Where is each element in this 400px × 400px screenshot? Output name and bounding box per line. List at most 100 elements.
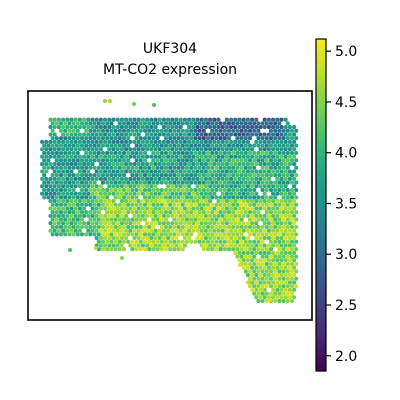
spot: [214, 187, 219, 193]
spot: [69, 176, 74, 181]
spot: [241, 176, 246, 181]
spot: [151, 247, 156, 252]
spot: [239, 232, 244, 237]
spot: [94, 117, 99, 122]
spot: [161, 132, 166, 137]
spot: [138, 158, 143, 163]
spot: [220, 221, 225, 226]
spot: [153, 221, 158, 226]
spot: [103, 139, 108, 144]
spot: [252, 187, 257, 193]
spot: [275, 258, 280, 263]
spot: [172, 128, 177, 133]
spot: [264, 276, 269, 281]
spot: [245, 221, 250, 226]
spot: [212, 191, 217, 196]
spot: [294, 269, 299, 274]
spot: [149, 147, 154, 152]
spot: [145, 199, 150, 204]
spot: [50, 128, 55, 133]
spot: [271, 243, 276, 248]
spot: [292, 154, 297, 159]
spot: [155, 136, 160, 141]
spot: [226, 173, 232, 178]
spot: [161, 199, 166, 204]
spot: [58, 173, 64, 178]
spot: [149, 176, 154, 181]
spot: [163, 136, 169, 141]
spot: [115, 191, 120, 196]
spot: [233, 221, 238, 226]
spot: [176, 128, 181, 133]
spot: [283, 243, 288, 248]
spot: [247, 224, 253, 230]
spot: [287, 228, 292, 233]
spot: [98, 169, 103, 174]
spot: [126, 202, 131, 207]
spot: [67, 173, 72, 178]
spot: [77, 162, 82, 167]
spot: [289, 202, 295, 207]
spot: [121, 195, 127, 200]
spot: [254, 250, 259, 255]
spot: [285, 239, 290, 244]
spot: [224, 117, 229, 122]
spot: [189, 202, 194, 207]
spot: [237, 125, 242, 130]
spot: [132, 228, 137, 233]
spot: [178, 162, 183, 167]
spot: [142, 217, 148, 222]
spot: [271, 125, 276, 130]
spot: [67, 165, 72, 170]
spot: [124, 162, 129, 167]
spot: [155, 232, 160, 237]
spot: [176, 165, 181, 170]
spot: [201, 121, 206, 126]
spot: [231, 210, 236, 215]
spot: [168, 195, 173, 200]
spot: [205, 150, 211, 156]
spot: [82, 199, 87, 204]
spot: [100, 136, 106, 141]
spot: [208, 228, 213, 233]
spot: [268, 217, 274, 222]
spot: [243, 195, 248, 200]
spot: [184, 121, 190, 126]
spot: [279, 273, 284, 278]
spot: [294, 150, 299, 156]
spot: [73, 199, 78, 204]
spot: [145, 191, 150, 196]
spot: [239, 158, 244, 163]
spot: [239, 247, 244, 252]
spot: [277, 261, 282, 267]
spot: [193, 239, 198, 244]
spot: [266, 154, 271, 159]
spot: [220, 154, 225, 159]
spot: [100, 173, 106, 178]
spot: [67, 150, 72, 156]
spot: [82, 132, 87, 137]
spot: [92, 121, 97, 126]
spot: [134, 158, 139, 163]
spot: [210, 165, 215, 170]
spot: [163, 173, 169, 178]
spot: [117, 202, 122, 207]
spot: [172, 180, 177, 185]
spot: [182, 117, 187, 122]
spot: [103, 236, 108, 241]
spot: [109, 165, 114, 170]
spot: [61, 154, 66, 159]
spot: [130, 187, 135, 193]
spot: [187, 213, 192, 218]
spot: [147, 232, 152, 237]
spot: [289, 180, 295, 185]
spot: [149, 125, 154, 130]
spot: [243, 202, 248, 207]
spot: [264, 195, 269, 200]
spot: [231, 239, 236, 244]
spot: [292, 132, 297, 137]
spot: [239, 136, 244, 141]
spot: [258, 169, 263, 174]
spot: [40, 162, 45, 167]
spot: [140, 169, 145, 174]
